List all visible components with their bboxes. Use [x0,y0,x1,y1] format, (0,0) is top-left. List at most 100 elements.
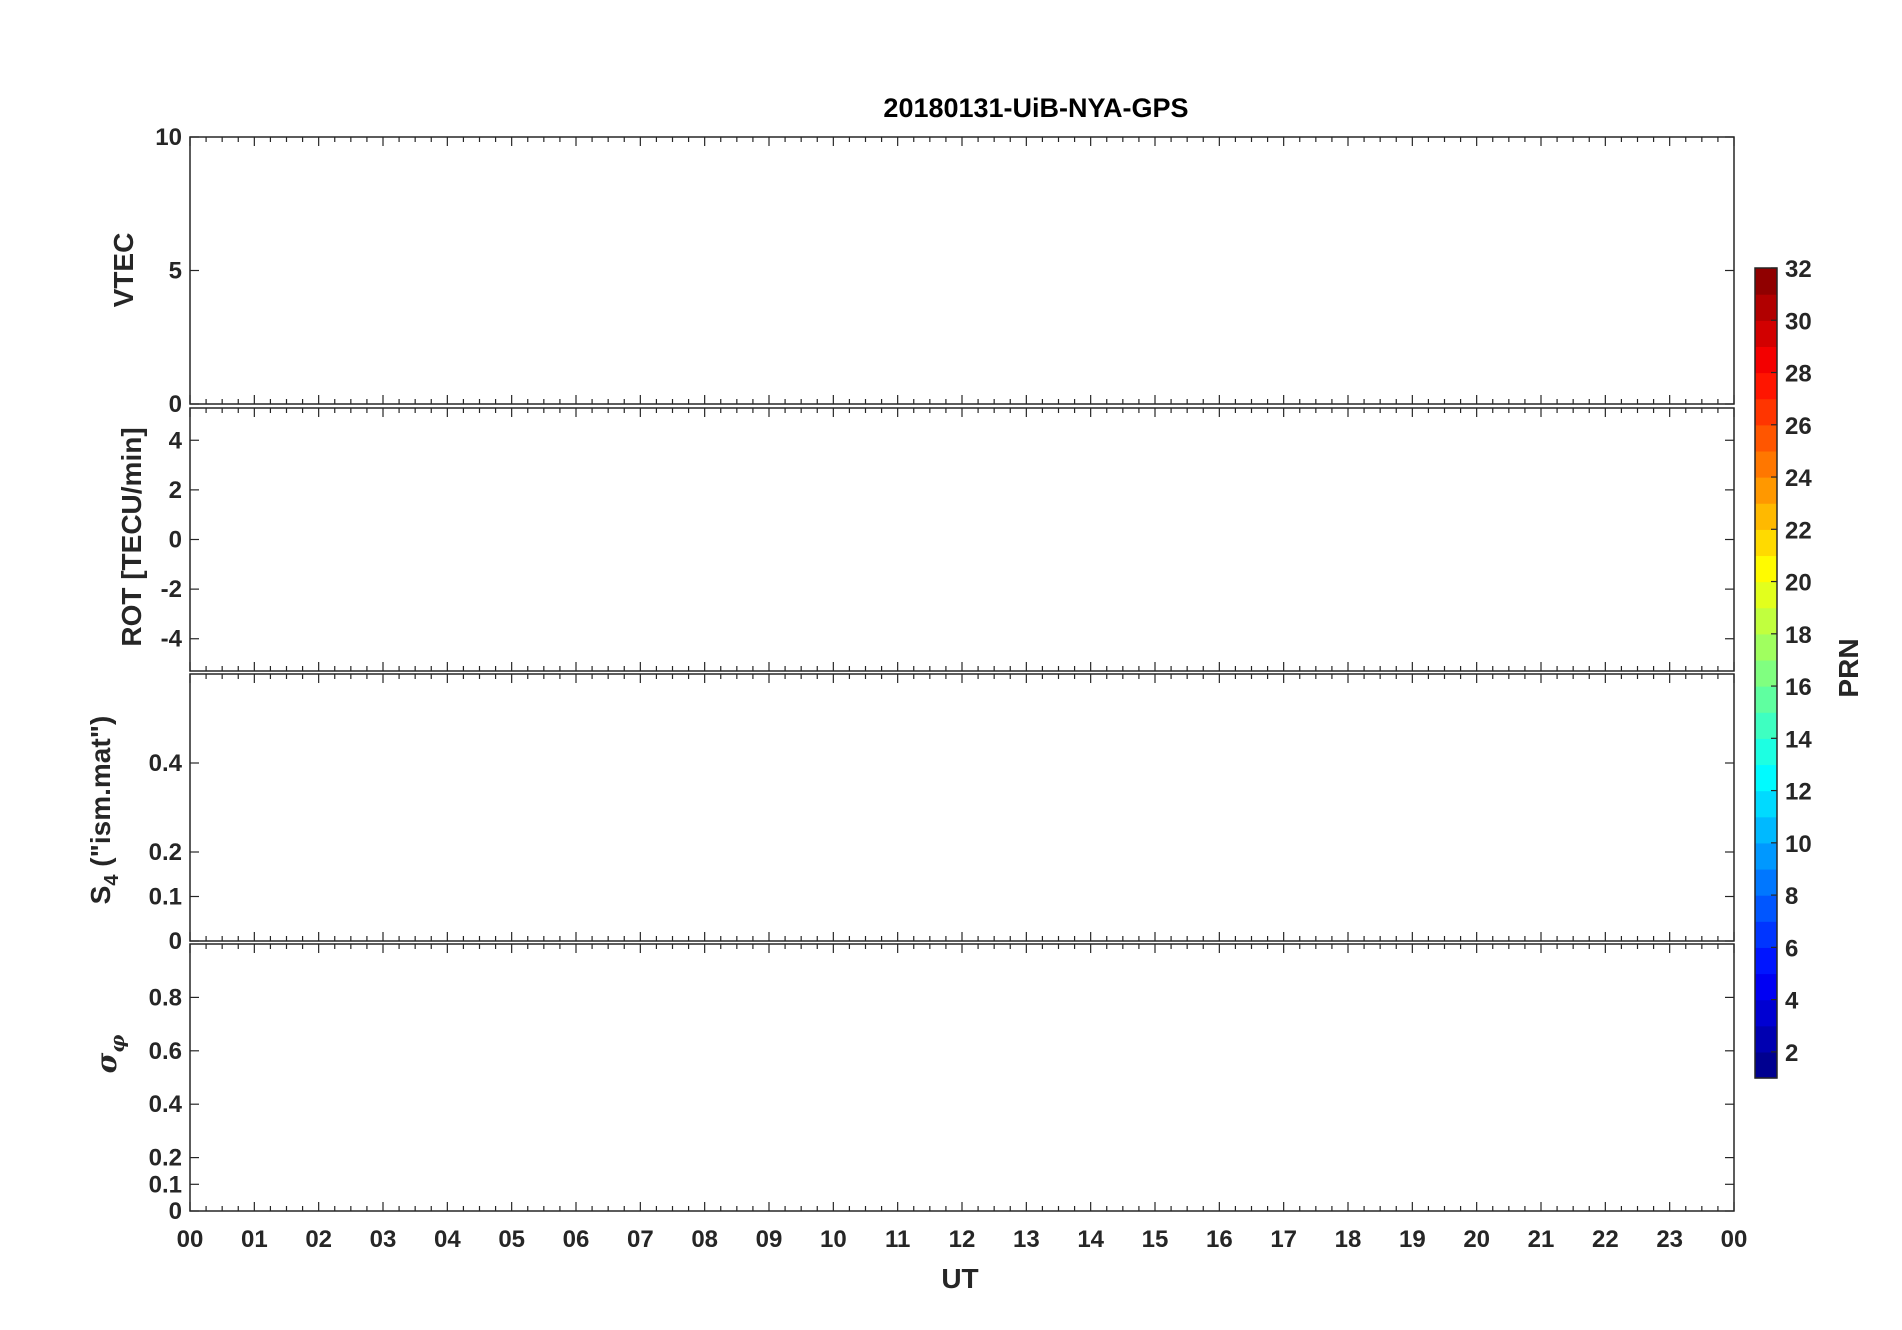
colorbar-segment [1755,973,1777,1001]
s4-axes-frame [189,673,1735,942]
chart-title: 20180131-UiB-NYA-GPS [883,93,1188,123]
rot-axis-label: ROT [TECU/min] [116,427,147,646]
x-tick-label: 04 [434,1226,461,1253]
colorbar-tick-label: 4 [1785,988,1799,1015]
sigma-y-tick-label: 0.4 [149,1091,183,1118]
x-tick-label: 10 [820,1226,847,1253]
colorbar-segment [1755,868,1777,896]
colorbar-tick-label: 10 [1785,831,1812,858]
x-axis-label: UT [941,1263,978,1294]
colorbar-tick-label: 24 [1785,465,1812,492]
colorbar-segment [1755,895,1777,922]
colorbar-segment [1755,659,1777,687]
colorbar-segment [1755,503,1777,530]
s4-y-tick-label: 0.4 [149,750,183,777]
colorbar-segment [1755,1025,1777,1053]
colorbar-tick-label: 28 [1785,361,1812,388]
rot-y-tick-label: 0 [169,527,182,554]
colorbar-label: PRN [1833,638,1864,697]
colorbar-segment [1755,424,1777,452]
colorbar-segment [1755,738,1777,766]
rot-panel: -4 -2 0 2 4 [161,407,1735,672]
colorbar-segment [1755,320,1777,347]
rot-axes-frame [189,407,1735,672]
x-tick-label: 07 [627,1226,654,1253]
sigma-axes-frame [189,943,1735,1212]
colorbar-tick-label: 14 [1785,726,1812,753]
x-tick-label: 15 [1142,1226,1169,1253]
colorbar-tick-label: 16 [1785,674,1812,701]
x-tick-label: 12 [949,1226,976,1253]
colorbar-tick-label: 32 [1785,256,1812,283]
colorbar-tick-label: 12 [1785,779,1812,806]
colorbar-tick-label: 2 [1785,1040,1798,1067]
colorbar-segment [1755,1051,1777,1079]
rot-y-tick-label: 2 [169,477,182,504]
x-tick-label: 02 [305,1226,332,1253]
x-tick-label: 11 [885,1226,910,1253]
x-tick-label: 13 [1013,1226,1040,1253]
x-tick-label: 21 [1528,1226,1555,1253]
vtec-y-tick-label: 0 [169,391,182,418]
colorbar-segment [1755,842,1777,870]
x-tick-label: 17 [1270,1226,1297,1253]
colorbar-segment [1755,790,1777,818]
s4-y-tick-label: 0.2 [149,839,182,866]
vtec-y-tick-label: 10 [155,124,182,151]
x-tick-label: 20 [1463,1226,1490,1253]
sigma-y-tick-label: 0.1 [149,1171,182,1198]
colorbar-tick-label: 20 [1785,570,1812,597]
x-tick-label: 01 [241,1226,268,1253]
rot-y-tick-label: -4 [161,626,183,653]
colorbar-tick-label: 22 [1785,517,1812,544]
x-tick-label: 05 [498,1226,525,1253]
colorbar-segment [1755,294,1777,321]
colorbar-segment [1755,607,1777,635]
x-tick-label: 06 [563,1226,590,1253]
colorbar-segment [1755,764,1777,792]
x-tick-label: 19 [1399,1226,1426,1253]
colorbar-segment [1755,477,1777,504]
vtec-axes-frame [189,136,1735,405]
x-tick-label: 18 [1335,1226,1362,1253]
vtec-panel: 0 5 10 [155,124,1735,418]
colorbar-segment [1755,947,1777,975]
x-tick-label: 23 [1656,1226,1683,1253]
sigma-y-tick-label: 0 [169,1198,182,1225]
colorbar-segment [1755,398,1777,426]
sigma-phi-panel: 00.10.2 0.4 0.6 0.8 00 01 02 03 04 05 06 07 08 09 10 11… [149,943,1747,1253]
colorbar-tick-label: 8 [1785,883,1798,910]
sigma-phi-axis-label: σφ [90,1035,129,1074]
colorbar-tick-label: 6 [1785,935,1798,962]
colorbar-segment [1755,921,1777,948]
colorbar-segment [1755,529,1777,557]
colorbar-tick-label: 26 [1785,413,1812,440]
s4-panel: 0 0.1 0.2 0.4 [149,673,1735,955]
x-tick-label: 09 [756,1226,783,1253]
sigma-y-tick-label: 0.2 [149,1145,182,1172]
rot-y-tick-label: -2 [161,576,182,603]
colorbar-segment [1755,633,1777,661]
colorbar-segment [1755,268,1777,295]
x-tick-label: 22 [1592,1226,1619,1253]
s4-y-tick-label: 0 [169,928,182,955]
sigma-y-tick-label: 0.8 [149,984,182,1011]
rot-y-tick-label: 4 [169,427,183,454]
x-tick-label: 00 [177,1226,204,1253]
colorbar-segment [1755,999,1777,1027]
sigma-y-tick-label: 0.6 [149,1038,182,1065]
s4-y-tick-label: 0.1 [149,884,182,911]
x-tick-label: 16 [1206,1226,1233,1253]
colorbar-segment [1755,346,1777,374]
colorbar-segment [1755,372,1777,400]
colorbar-segment [1755,816,1777,844]
vtec-y-tick-label: 5 [169,258,182,285]
x-tick-label: 08 [691,1226,718,1253]
colorbar-segment [1755,581,1777,609]
colorbar-frame [1754,267,1778,1079]
colorbar-tick-label: 30 [1785,308,1812,335]
x-tick-label: 03 [370,1226,397,1253]
vtec-axis-label: VTEC [108,233,139,308]
